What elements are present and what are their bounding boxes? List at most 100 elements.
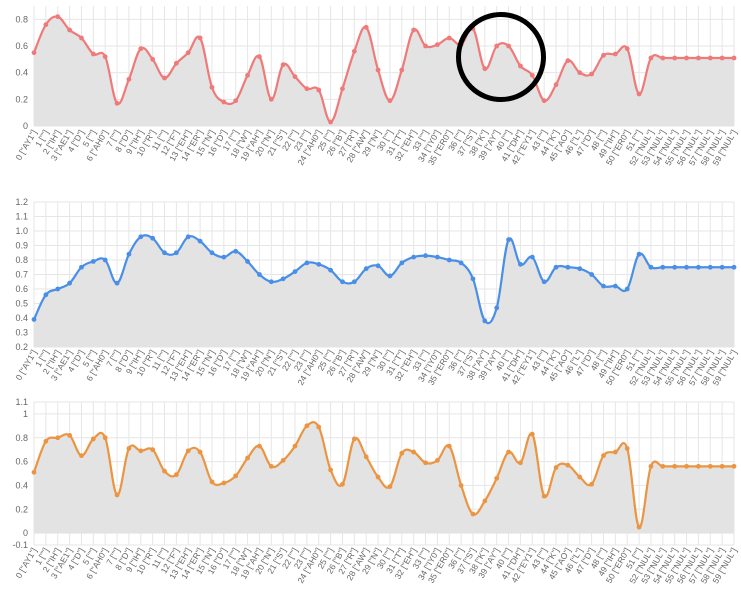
data-point [601,283,606,289]
data-point [577,474,583,480]
y-tick-label: 0.9 [15,241,28,251]
data-point [696,264,701,270]
data-point [541,493,547,499]
data-point [399,260,405,266]
data-point [162,75,167,81]
chart-panel-top: 00.20.40.60.810 ["AY1"]1 [""]2 ["IH"]3 [… [0,0,741,196]
data-point [518,261,523,267]
data-point [601,453,606,459]
data-point [636,524,642,530]
data-point [79,35,84,41]
data-point [79,453,84,459]
data-point [363,24,369,30]
data-point [375,263,381,269]
data-point [150,235,156,241]
data-point [684,264,689,270]
data-point [696,55,701,61]
data-point [162,250,167,256]
data-point [138,46,144,52]
data-point [268,96,274,102]
chart-top-svg: 00.20.40.60.810 ["AY1"]1 [""]2 ["IH"]3 [… [13,6,739,167]
data-point [257,54,262,60]
data-point [102,257,108,263]
data-point [233,248,239,254]
data-point [387,98,393,104]
data-point [577,266,583,272]
data-point [197,35,203,41]
data-point [67,27,72,33]
data-point [589,272,595,277]
data-point [292,443,298,449]
y-tick-label: 0.5 [15,299,28,309]
data-point [434,42,440,48]
data-point [126,76,132,82]
data-point [340,86,345,92]
data-point [292,269,298,274]
data-point [90,51,96,57]
data-point [55,286,61,292]
data-point [257,272,262,277]
y-tick-label: 0.2 [15,94,28,104]
data-point [399,450,405,456]
data-point [328,467,334,473]
data-point [494,305,500,311]
data-point [162,468,167,474]
data-point [719,264,725,270]
y-tick-label: 0.4 [15,313,28,323]
y-tick-label: 0.4 [15,68,28,78]
data-point [541,98,547,104]
data-point [482,498,488,504]
data-point [731,463,737,469]
data-point [719,463,725,469]
data-point [470,511,476,517]
data-point [648,55,654,61]
data-point [363,454,369,460]
chart-middle-svg: 0.20.30.40.50.60.70.80.91.01.11.20 ["AY1… [13,197,738,387]
data-point [446,443,452,449]
data-point [672,264,678,270]
data-point [423,253,428,259]
data-point [351,48,357,54]
data-point [648,264,654,270]
data-point [31,469,37,475]
data-point [340,279,345,285]
y-tick-label: 1 [23,409,28,419]
data-point [363,266,369,272]
data-point [245,72,250,78]
data-point [684,463,689,469]
data-point [233,473,239,479]
data-point [553,82,559,88]
data-point [197,238,203,244]
y-tick-label: 1.2 [15,197,28,207]
data-point [387,484,393,490]
data-point [660,463,666,469]
data-point [209,84,215,90]
data-point [245,455,250,461]
data-point [411,254,417,260]
data-point [102,435,108,441]
y-tick-label: 0 [23,528,28,538]
data-point [43,292,49,298]
data-point [707,55,713,61]
data-point [138,234,144,240]
data-point [601,52,606,58]
data-point [55,14,61,20]
data-point [114,492,120,498]
y-tick-label: 0.8 [15,14,28,24]
data-point [221,480,227,486]
data-point [565,58,571,64]
data-point [233,98,239,104]
data-point [470,276,476,282]
data-point [316,261,322,267]
data-point [494,43,500,49]
data-point [114,100,120,106]
y-tick-label: 0.2 [15,504,28,514]
data-point [316,424,322,430]
y-tick-label: 1.1 [15,397,28,407]
data-point [529,72,535,78]
data-point [672,463,678,469]
data-point [280,62,286,68]
data-point [589,481,595,487]
data-point [197,449,203,455]
y-tick-label: 0.6 [15,41,28,51]
